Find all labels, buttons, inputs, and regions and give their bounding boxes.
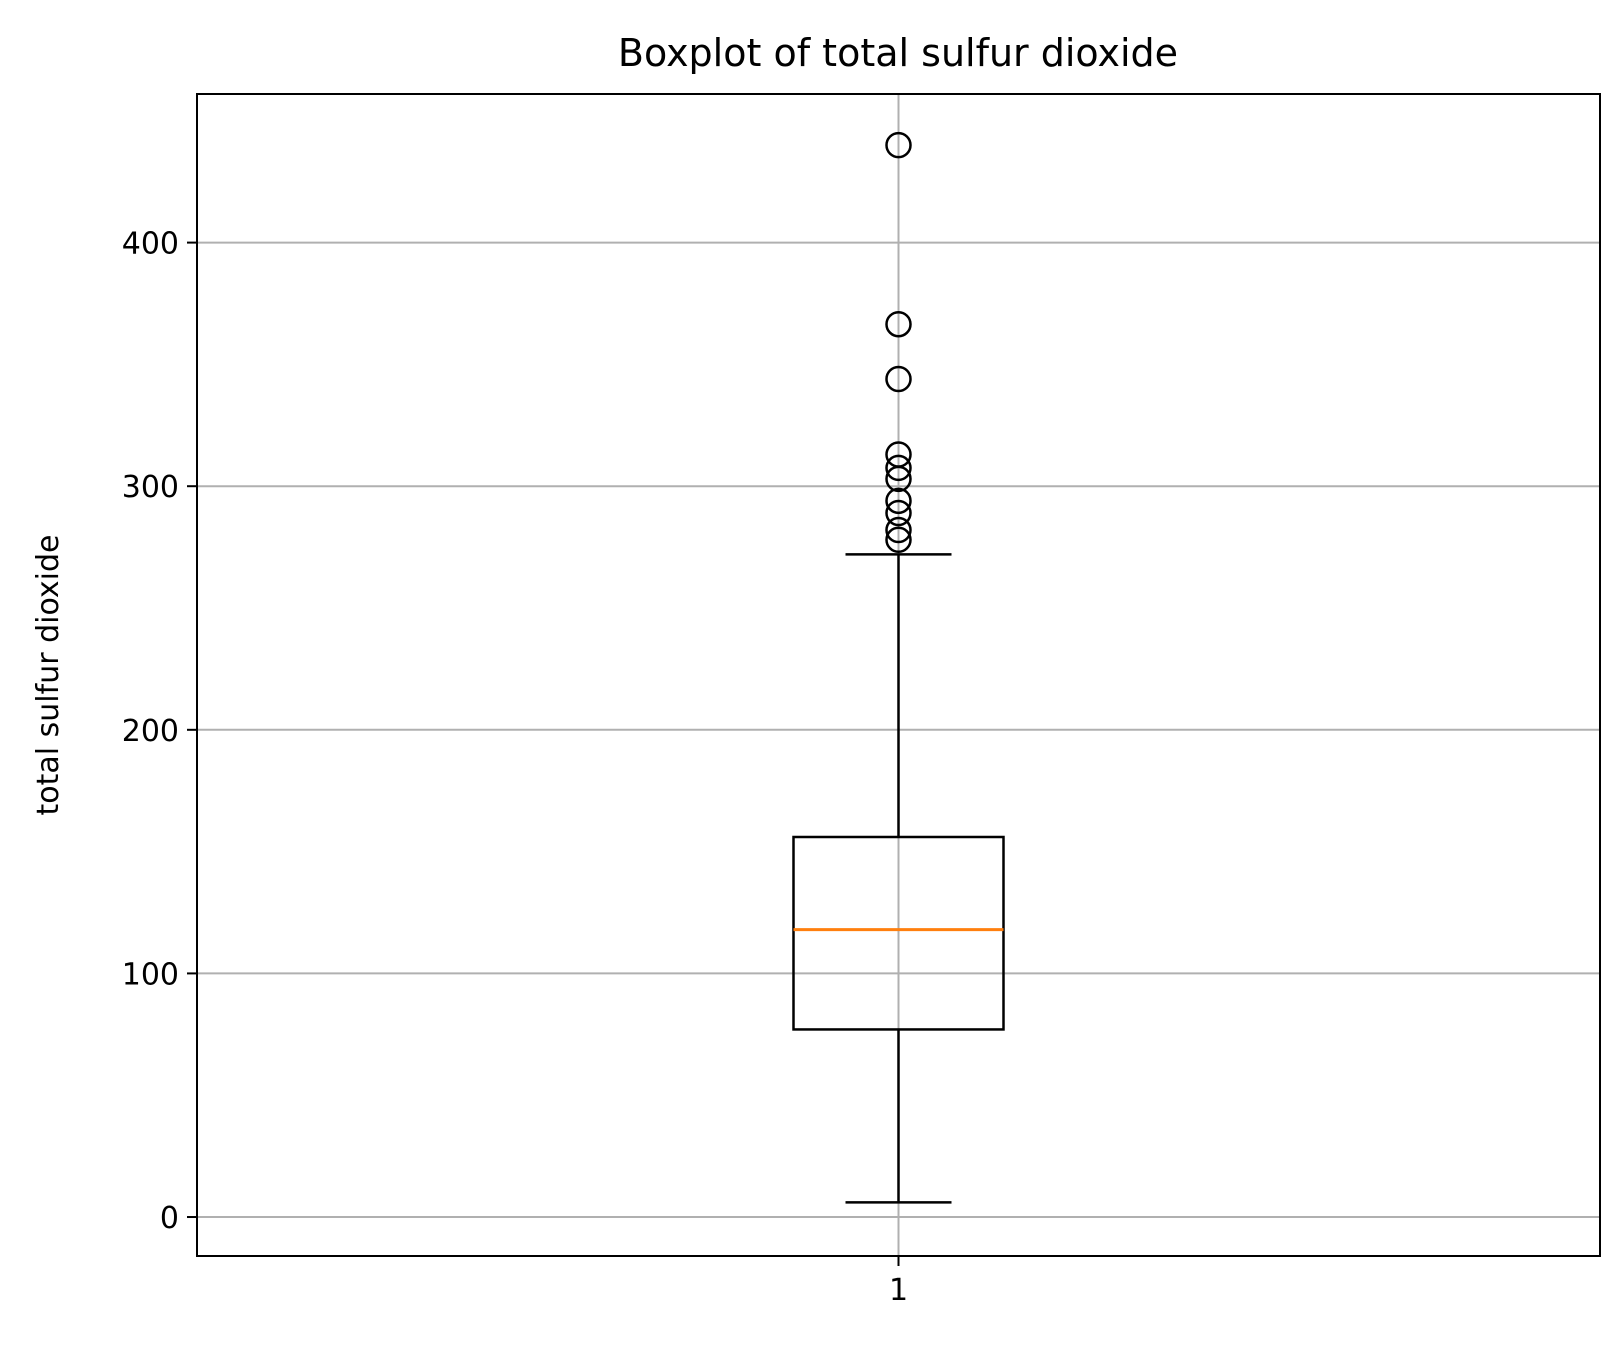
outlier-point — [885, 365, 912, 393]
outlier-point — [885, 526, 912, 554]
iqr-box — [792, 835, 1005, 1031]
outlier-point — [885, 487, 912, 515]
chart-title: Boxplot of total sulfur dioxide — [618, 31, 1178, 75]
y-axis-label: total sulfur dioxide — [31, 535, 66, 816]
y-tick-label: 0 — [160, 1201, 179, 1236]
y-tick-label: 300 — [122, 470, 179, 505]
outlier-point — [885, 131, 912, 159]
outlier-point — [885, 465, 912, 493]
outlier-point — [885, 454, 912, 482]
x-tick-label: 1 — [889, 1273, 908, 1308]
y-tick-label: 200 — [122, 714, 179, 749]
tick-layer: 0 100 200 300 400 1 — [122, 227, 908, 1308]
outlier-point — [885, 499, 912, 527]
y-tick-label: 100 — [122, 957, 179, 992]
outlier-point — [885, 516, 912, 544]
plot-layer — [792, 131, 1005, 1204]
outlier-point — [885, 310, 912, 338]
y-tick-label: 400 — [122, 227, 179, 262]
